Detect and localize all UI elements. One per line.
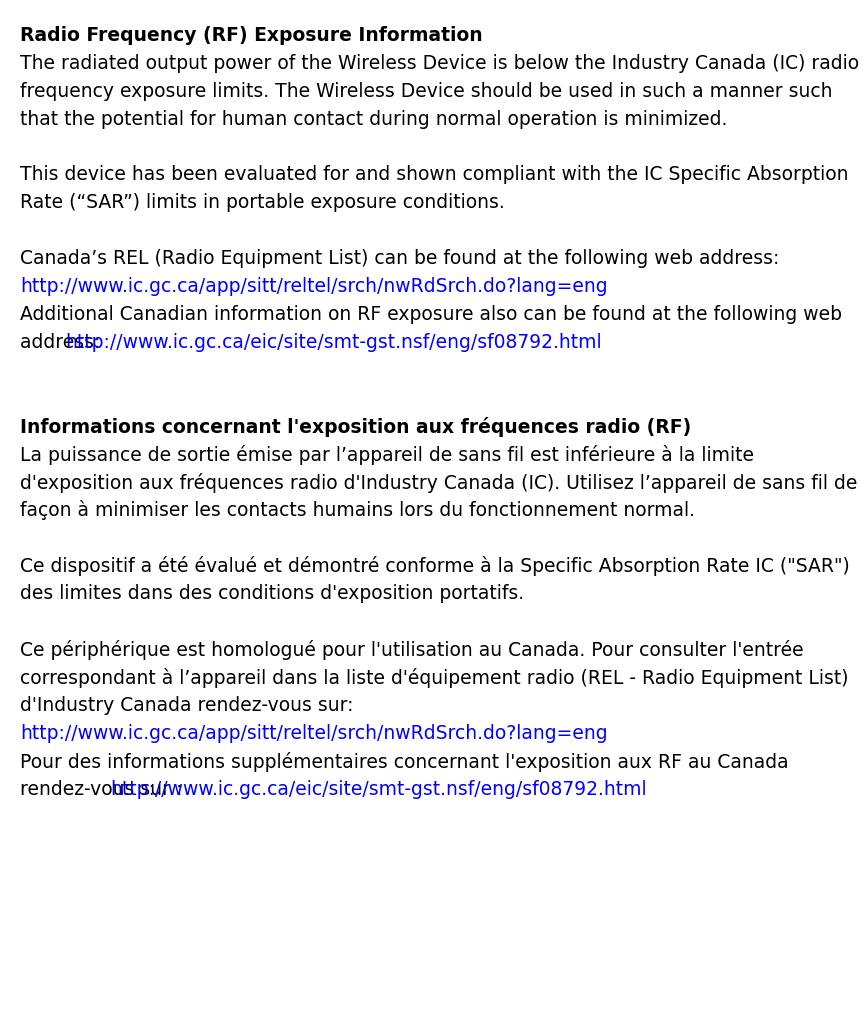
Text: This device has been evaluated for and shown compliant with the IC Specific Abso: This device has been evaluated for and s… [20,165,848,184]
Text: http://www.ic.gc.ca/app/sitt/reltel/srch/nwRdSrch.do?lang=eng: http://www.ic.gc.ca/app/sitt/reltel/srch… [20,724,608,742]
Text: d'exposition aux fréquences radio d'Industry Canada (IC). Utilisez l’appareil de: d'exposition aux fréquences radio d'Indu… [20,473,858,492]
Text: address:: address: [20,333,106,352]
Text: des limites dans des conditions d'exposition portatifs.: des limites dans des conditions d'exposi… [20,584,524,603]
Text: correspondant à l’appareil dans la liste d'équipement radio (REL - Radio Equipme: correspondant à l’appareil dans la liste… [20,668,848,688]
Text: that the potential for human contact during normal operation is minimized.: that the potential for human contact dur… [20,110,727,128]
Text: Ce périphérique est homologué pour l'utilisation au Canada. Pour consulter l'ent: Ce périphérique est homologué pour l'uti… [20,640,804,660]
Text: Ce dispositif a été évalué et démontré conforme à la Specific Absorption Rate IC: Ce dispositif a été évalué et démontré c… [20,556,850,576]
Text: frequency exposure limits. The Wireless Device should be used in such a manner s: frequency exposure limits. The Wireless … [20,82,833,100]
Text: Pour des informations supplémentaires concernant l'exposition aux RF au Canada: Pour des informations supplémentaires co… [20,752,789,771]
Text: Rate (“SAR”) limits in portable exposure conditions.: Rate (“SAR”) limits in portable exposure… [20,193,505,212]
Text: Additional Canadian information on RF exposure also can be found at the followin: Additional Canadian information on RF ex… [20,305,842,324]
Text: La puissance de sortie émise par l’appareil de sans fil est inférieure à la limi: La puissance de sortie émise par l’appar… [20,445,754,464]
Text: façon à minimiser les contacts humains lors du fonctionnement normal.: façon à minimiser les contacts humains l… [20,500,696,520]
Text: The radiated output power of the Wireless Device is below the Industry Canada (I: The radiated output power of the Wireles… [20,54,860,72]
Text: http://www.ic.gc.ca/app/sitt/reltel/srch/nwRdSrch.do?lang=eng: http://www.ic.gc.ca/app/sitt/reltel/srch… [20,277,608,296]
Text: Radio Frequency (RF) Exposure Information: Radio Frequency (RF) Exposure Informatio… [20,26,483,44]
Text: d'Industry Canada rendez-vous sur:: d'Industry Canada rendez-vous sur: [20,696,353,714]
Text: Canada’s REL (Radio Equipment List) can be found at the following web address:: Canada’s REL (Radio Equipment List) can … [20,249,779,268]
Text: rendez-vous sur :: rendez-vous sur : [20,780,188,798]
Text: http://www.ic.gc.ca/eic/site/smt-gst.nsf/eng/sf08792.html: http://www.ic.gc.ca/eic/site/smt-gst.nsf… [110,780,646,798]
Text: Informations concernant l'exposition aux fréquences radio (RF): Informations concernant l'exposition aux… [20,417,691,436]
Text: http://www.ic.gc.ca/eic/site/smt-gst.nsf/eng/sf08792.html: http://www.ic.gc.ca/eic/site/smt-gst.nsf… [65,333,601,352]
